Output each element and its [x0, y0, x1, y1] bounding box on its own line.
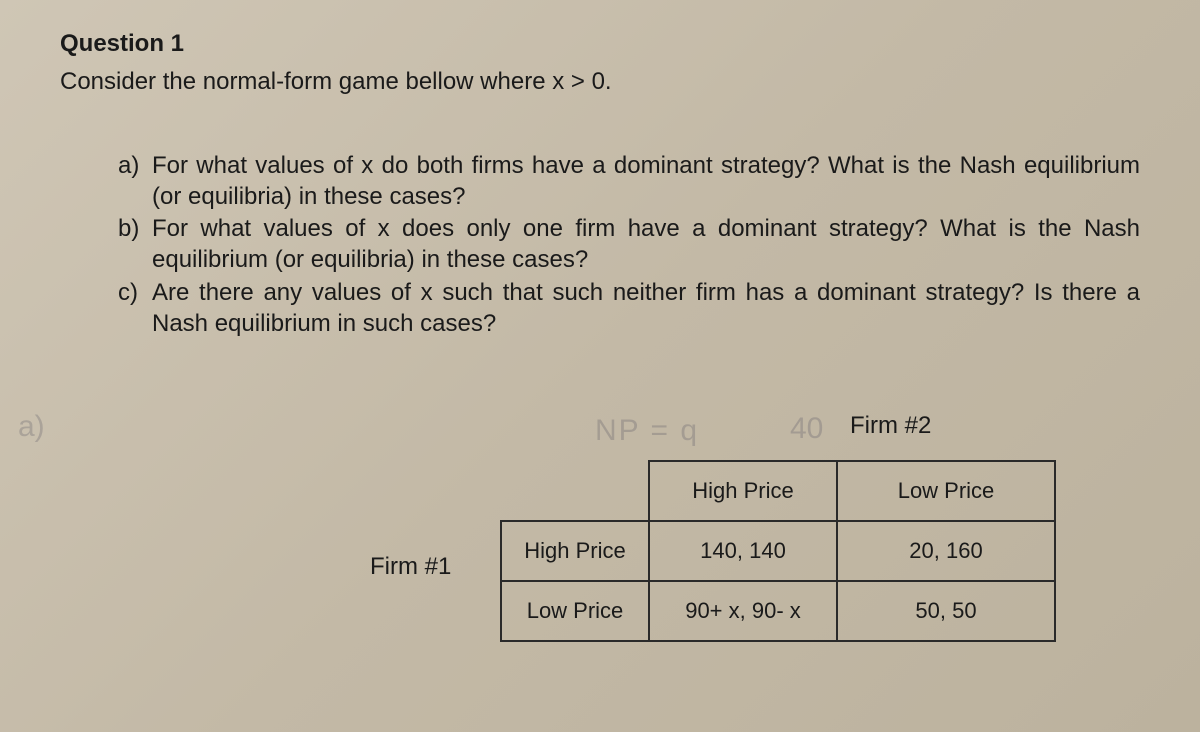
page: Question 1 Consider the normal-form game…: [0, 0, 1200, 732]
question-intro: Consider the normal-form game bellow whe…: [60, 68, 1150, 96]
cell-lp-hp: 90+ x, 90- x: [649, 581, 837, 641]
part-c: c) Are there any values of x such that s…: [118, 278, 1140, 339]
cell-hp-lp: 20, 160: [837, 521, 1055, 581]
empty-cell: [501, 461, 649, 521]
table-row: High Price 140, 140 20, 160: [501, 521, 1055, 581]
part-c-label: c): [118, 278, 152, 339]
row-header-high-price: High Price: [501, 521, 649, 581]
payoff-table: High Price Low Price High Price 140, 140…: [500, 460, 1056, 642]
part-a-text: For what values of x do both firms have …: [152, 151, 1140, 212]
row-header-low-price: Low Price: [501, 581, 649, 641]
part-b-text: For what values of x does only one firm …: [152, 214, 1140, 275]
question-parts: a) For what values of x do both firms ha…: [118, 151, 1140, 339]
ghost-mark: NP = q: [595, 414, 699, 448]
col-header-low-price: Low Price: [837, 461, 1055, 521]
part-c-text: Are there any values of x such that such…: [152, 278, 1140, 339]
part-a: a) For what values of x do both firms ha…: [118, 151, 1140, 212]
ghost-mark: a): [18, 410, 45, 444]
firm1-label: Firm #1: [370, 553, 451, 581]
part-b: b) For what values of x does only one fi…: [118, 214, 1140, 275]
cell-hp-hp: 140, 140: [649, 521, 837, 581]
firm2-label: Firm #2: [850, 412, 931, 440]
part-b-label: b): [118, 214, 152, 275]
col-header-high-price: High Price: [649, 461, 837, 521]
part-a-label: a): [118, 151, 152, 212]
ghost-mark: 40: [790, 412, 823, 446]
question-title: Question 1: [60, 30, 1150, 58]
table-row: Low Price 90+ x, 90- x 50, 50: [501, 581, 1055, 641]
cell-lp-lp: 50, 50: [837, 581, 1055, 641]
table-row: High Price Low Price: [501, 461, 1055, 521]
